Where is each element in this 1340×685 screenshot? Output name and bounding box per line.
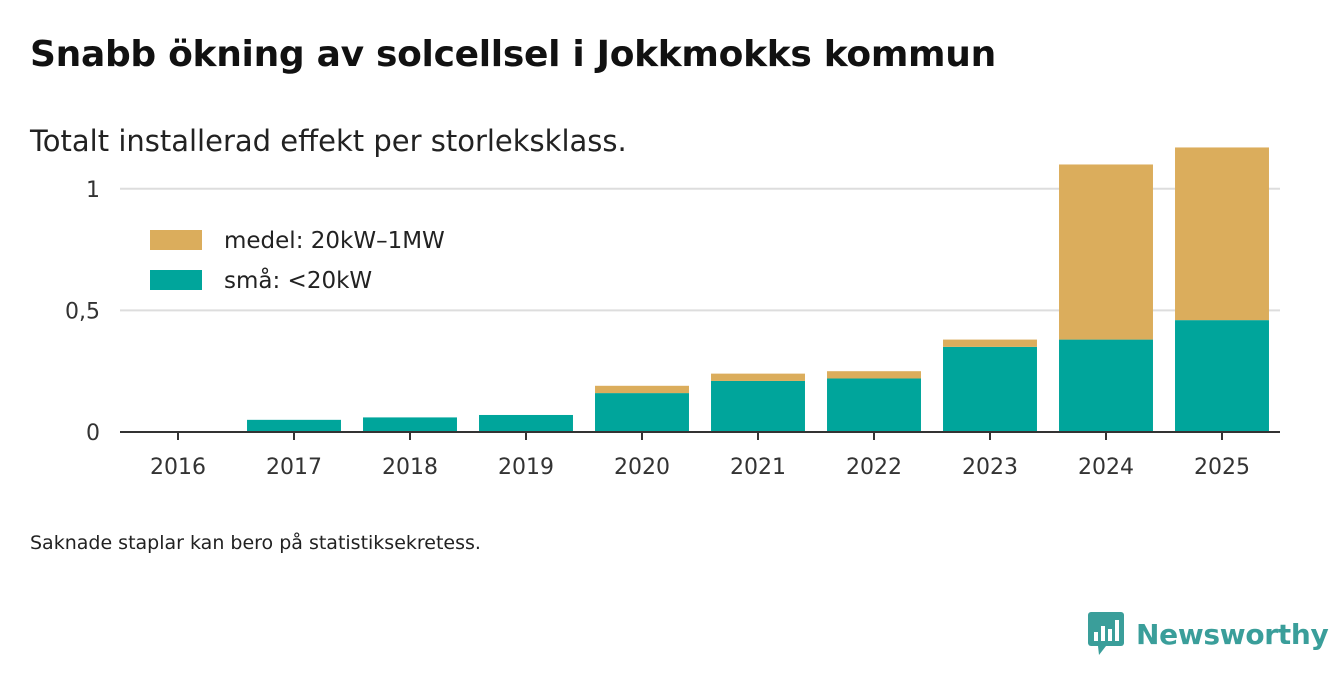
legend-label: små: <20kW — [224, 266, 372, 294]
bar-segment — [1059, 339, 1153, 432]
x-tick-label: 2021 — [730, 455, 786, 480]
bar-segment — [595, 385, 689, 394]
x-axis-ticks: 2016 2017 2018 2019 2020 2021 2022 2023 2024 2025 — [150, 432, 1250, 480]
newsworthy-logo-icon — [1088, 612, 1124, 655]
x-tick-label: 2024 — [1078, 455, 1134, 480]
bar-segment — [827, 378, 921, 432]
bars — [247, 147, 1269, 432]
x-tick-label: 2017 — [266, 455, 322, 480]
x-tick-label: 2019 — [498, 455, 554, 480]
x-tick-label: 2023 — [962, 455, 1018, 480]
footnote: Saknade staplar kan bero på statistiksek… — [30, 532, 481, 554]
bar-segment — [363, 417, 457, 432]
legend: medel: 20kW–1MW små: <20kW — [138, 220, 476, 304]
chart-subtitle: Totalt installerad effekt per storlekskl… — [30, 124, 627, 158]
legend-swatch — [150, 270, 202, 290]
x-tick-label: 2018 — [382, 455, 438, 480]
y-tick-label: 1 — [86, 178, 100, 203]
bar-segment — [711, 373, 805, 381]
bar-segment — [943, 339, 1037, 347]
y-axis-ticks: 00,51 — [65, 178, 100, 446]
y-tick-label: 0,5 — [65, 299, 100, 324]
x-tick-label: 2016 — [150, 455, 206, 480]
bar-segment — [711, 380, 805, 432]
bar-segment — [1175, 320, 1269, 432]
brand-logo: Newsworthy — [1088, 612, 1329, 656]
chart-title: Snabb ökning av solcellsel i Jokkmokks k… — [30, 34, 996, 75]
bar-segment — [479, 414, 573, 432]
y-tick-label: 0 — [86, 421, 100, 446]
bar-segment — [595, 393, 689, 432]
x-tick-label: 2025 — [1194, 455, 1250, 480]
brand-name: Newsworthy — [1136, 617, 1329, 651]
stacked-bar-chart: 00,51 2016 2017 2018 2019 2020 2021 2022 2023 20… — [65, 147, 1280, 480]
bar-segment — [1175, 147, 1269, 321]
legend-label: medel: 20kW–1MW — [224, 228, 445, 254]
bar-segment — [943, 346, 1037, 432]
x-tick-label: 2020 — [614, 455, 670, 480]
x-tick-label: 2022 — [846, 455, 902, 480]
bar-segment — [247, 419, 341, 432]
bar-segment — [1059, 164, 1153, 340]
legend-swatch — [150, 230, 202, 250]
bar-segment — [827, 371, 921, 379]
